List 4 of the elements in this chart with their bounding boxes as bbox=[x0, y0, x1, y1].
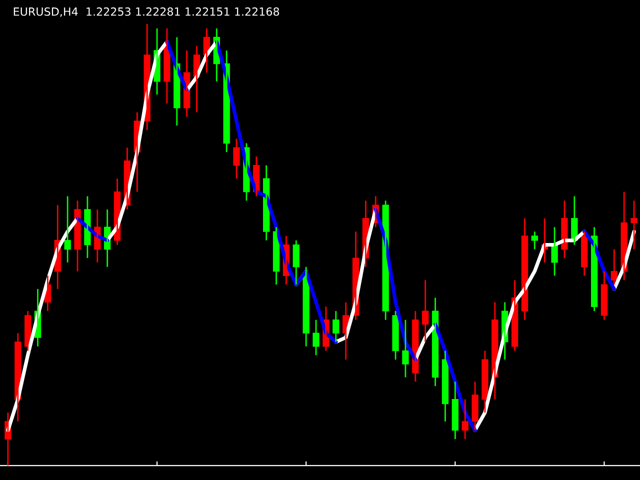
chart-title: EURUSD,H4 1.22253 1.22281 1.22151 1.22168 bbox=[14, 7, 280, 17]
candlestick bbox=[402, 319, 409, 378]
candlestick bbox=[630, 200, 638, 250]
candlestick bbox=[472, 381, 478, 431]
